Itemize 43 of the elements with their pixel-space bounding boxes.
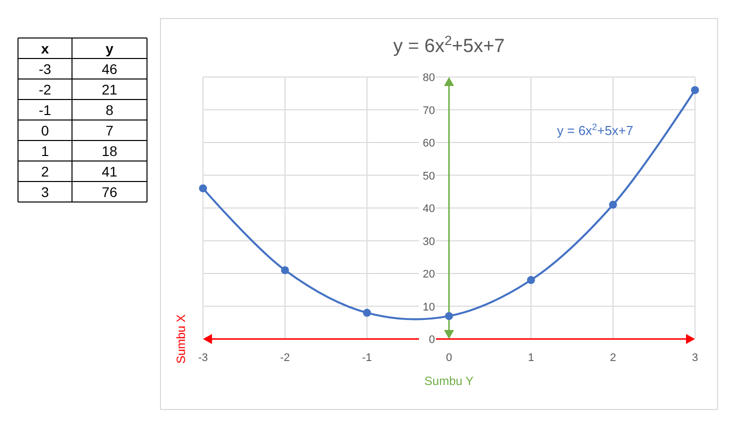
point [363,308,371,317]
y-tick-label: 40 [422,203,435,215]
point [281,266,289,274]
y-axis-title: x [41,40,50,56]
y-tick-label: 20 [422,268,435,280]
data-label: 41 [102,163,118,180]
y-tick-label: -1 [38,102,52,118]
data-label: 76 [102,184,118,200]
y-tick-label: 2 [41,163,50,180]
data-label: 7 [106,122,114,138]
point [199,184,207,192]
y-tick-label: -3 [38,60,52,77]
x-tick-label: 1 [528,352,534,364]
y-tick-label: 0 [428,334,435,346]
y-tick-label: 80 [422,72,435,84]
x-tick-label: y [106,40,114,56]
data-label: 8 [106,102,114,118]
x-tick-label: -3 [198,352,208,364]
y-tick-label: 0 [41,122,50,138]
y-axis-title: Sumbu X [174,314,188,364]
annotation: y = 6x$^{2}$+5x+7 [557,122,634,138]
point [527,276,535,284]
y-tick-label: 60 [422,138,435,150]
point [691,86,699,94]
x-axis-title: Sumbu Y [424,374,474,388]
data-label: 46 [102,60,118,77]
x-tick-label: 3 [692,352,698,364]
y-tick-label: 70 [422,104,435,117]
y-tick-label: 50 [422,170,435,182]
data-label: 21 [102,81,118,98]
x-tick-label: 2 [610,352,616,364]
x-tick-label: 0 [446,352,452,364]
y-tick-label: 30 [422,236,435,248]
point [445,312,453,320]
chart-title: y = 6x$^{2}$+5x+7 [393,32,505,57]
point [609,200,617,209]
data-label: 18 [102,142,118,159]
y-tick-label: -2 [38,81,52,98]
y-tick-label: 10 [422,301,435,314]
x-tick-label: -2 [280,352,290,364]
x-tick-label: -1 [362,352,372,364]
y-tick-label: 1 [41,142,50,159]
y-tick-label: 3 [41,184,50,200]
